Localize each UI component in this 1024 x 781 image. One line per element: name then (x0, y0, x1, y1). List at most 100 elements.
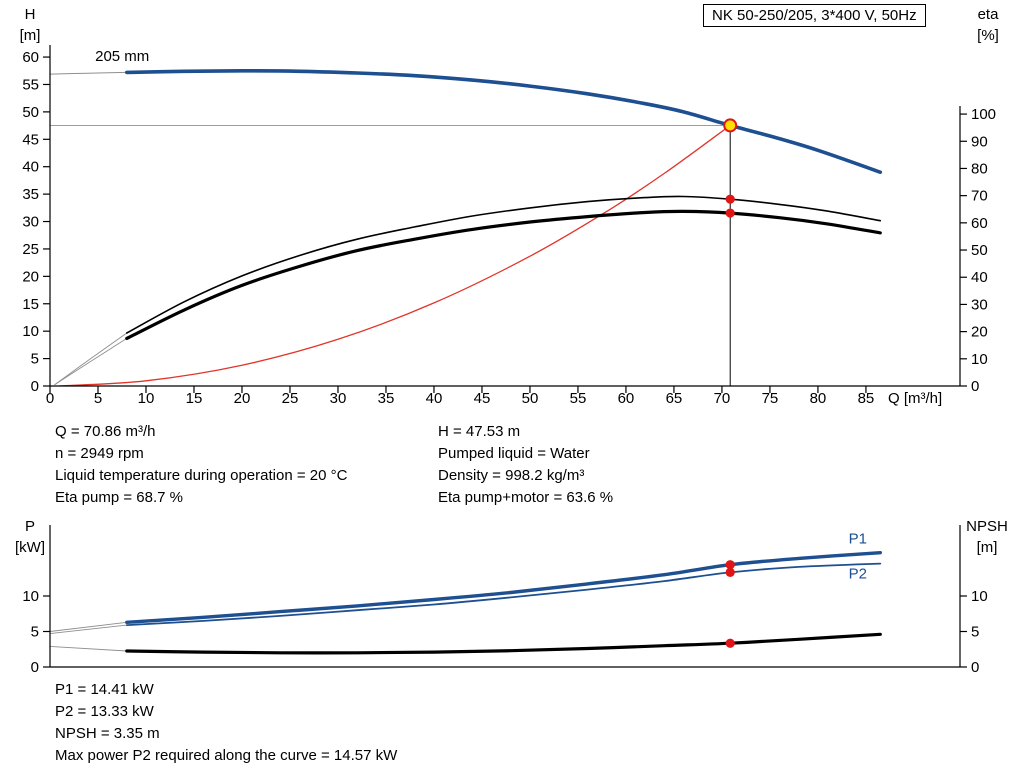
y-right-tick-label: 50 (971, 242, 988, 259)
eta-pump-motor-curve (125, 209, 882, 340)
info-temperature: Liquid temperature during operation = 20… (55, 467, 348, 484)
y-left-tick-label: 55 (22, 76, 39, 93)
x-tick-label: 35 (378, 390, 395, 407)
result-p1: P1 = 14.41 kW (55, 681, 154, 698)
y-left-tick-label: 45 (22, 131, 39, 148)
y-right-tick-label: 60 (971, 215, 988, 232)
eta-axis-corner-label: eta [%] (962, 4, 1014, 46)
info-row: n = 2949 rpm Pumped liquid = Water (55, 443, 613, 465)
y-left-tick-label: 60 (22, 49, 39, 66)
y-right-tick-label: 80 (971, 160, 988, 177)
result-max-power: Max power P2 required along the curve = … (55, 747, 398, 764)
y-right-tick-label: 0 (971, 659, 979, 676)
head-axis-title: H (24, 6, 36, 23)
y-left-tick-label: 50 (22, 104, 39, 121)
npsh-curve (125, 632, 882, 655)
x-tick-label: 0 (46, 390, 54, 407)
npsh-extension (49, 645, 128, 652)
info-row: Q = 70.86 m³/h H = 47.53 m (55, 421, 613, 443)
y-right-tick-label: 30 (971, 296, 988, 313)
info-speed: n = 2949 rpm (55, 445, 144, 462)
duty-point-p2 (725, 567, 735, 577)
npsh-axis-unit: [m] (976, 539, 998, 556)
duty-point-npsh (725, 638, 735, 648)
x-tick-label: 60 (618, 390, 635, 407)
power-axis-title: P (24, 518, 35, 535)
system-curve (58, 124, 731, 387)
info-eta-pump: Eta pump = 68.7 % (55, 489, 183, 506)
x-tick-label: 10 (138, 390, 155, 407)
info-head: H = 47.53 m (438, 423, 521, 440)
info-density: Density = 998.2 kg/m³ (438, 467, 585, 484)
y-left-tick-label: 35 (22, 186, 39, 203)
info-row: Liquid temperature during operation = 20… (55, 465, 613, 487)
y-left-tick-label: 5 (31, 624, 39, 641)
x-tick-label: 40 (426, 390, 443, 407)
info-liquid: Pumped liquid = Water (438, 445, 590, 462)
result-npsh: NPSH = 3.35 m (55, 725, 160, 742)
y-right-tick-label: 5 (971, 624, 979, 641)
y-left-tick-label: 0 (31, 659, 39, 676)
y-left-tick-label: 25 (22, 241, 39, 258)
y-left-tick-label: 10 (22, 323, 39, 340)
head-curve-extension (49, 71, 128, 75)
p2-curve (125, 562, 882, 626)
head-axis-corner-label: H [m] (8, 4, 52, 46)
p1-curve (125, 551, 882, 624)
eta-pump-curve (126, 195, 882, 334)
p2-extension (49, 624, 128, 635)
x-tick-label: 85 (858, 390, 875, 407)
y-right-tick-label: 100 (971, 106, 996, 123)
x-tick-label: 75 (762, 390, 779, 407)
duty-point-p1 (725, 560, 735, 570)
y-left-tick-label: 5 (31, 351, 39, 368)
npsh-axis-title: NPSH (966, 518, 1008, 535)
power-axis-unit: [kW] (15, 539, 45, 556)
x-axis-unit-label: Q [m³/h] (888, 390, 942, 407)
pump-type-box: NK 50-250/205, 3*400 V, 50Hz (703, 4, 926, 27)
eta-pump-extension (54, 332, 128, 386)
result-block: P1 = 14.41 kW P2 = 13.33 kW NPSH = 3.35 … (55, 679, 397, 767)
y-right-tick-label: 20 (971, 324, 988, 341)
x-tick-label: 25 (282, 390, 299, 407)
y-right-tick-label: 70 (971, 188, 988, 205)
x-tick-label: 50 (522, 390, 539, 407)
y-right-tick-label: 10 (971, 588, 988, 605)
y-left-tick-label: 20 (22, 268, 39, 285)
y-right-tick-label: 90 (971, 133, 988, 150)
duty-info-block: Q = 70.86 m³/h H = 47.53 m n = 2949 rpm … (55, 421, 613, 509)
y-right-tick-label: 0 (971, 378, 979, 395)
eta-axis-title: eta (977, 6, 999, 23)
x-tick-label: 20 (234, 390, 251, 407)
y-left-tick-label: 15 (22, 296, 39, 313)
duty-point-eta-pump (725, 194, 735, 204)
result-p2: P2 = 13.33 kW (55, 703, 154, 720)
x-tick-label: 5 (94, 390, 102, 407)
p2-label: P2 (849, 565, 867, 582)
duty-point-head (723, 118, 738, 133)
y-left-tick-label: 30 (22, 214, 39, 231)
info-row: Eta pump = 68.7 % Eta pump+motor = 63.6 … (55, 487, 613, 509)
y-left-tick-label: 40 (22, 159, 39, 176)
info-eta-pump-motor: Eta pump+motor = 63.6 % (438, 489, 614, 506)
x-tick-label: 65 (666, 390, 683, 407)
x-tick-label: 15 (186, 390, 203, 407)
info-flow: Q = 70.86 m³/h (55, 423, 156, 440)
power-axis-corner-label: P [kW] (8, 516, 52, 558)
duty-point-eta-pump-motor (725, 208, 735, 218)
x-tick-label: 70 (714, 390, 731, 407)
head-axis-unit: [m] (19, 27, 41, 44)
p1-extension (49, 621, 128, 632)
y-left-tick-label: 10 (22, 588, 39, 605)
npsh-axis-corner-label: NPSH [m] (956, 516, 1018, 558)
y-right-tick-label: 40 (971, 269, 988, 286)
x-tick-label: 30 (330, 390, 347, 407)
head-curve-205mm (125, 68, 883, 174)
y-right-tick-label: 10 (971, 351, 988, 368)
p1-label: P1 (849, 530, 867, 547)
impeller-label: 205 mm (95, 48, 149, 65)
x-tick-label: 55 (570, 390, 587, 407)
eta-axis-unit: [%] (977, 27, 999, 44)
